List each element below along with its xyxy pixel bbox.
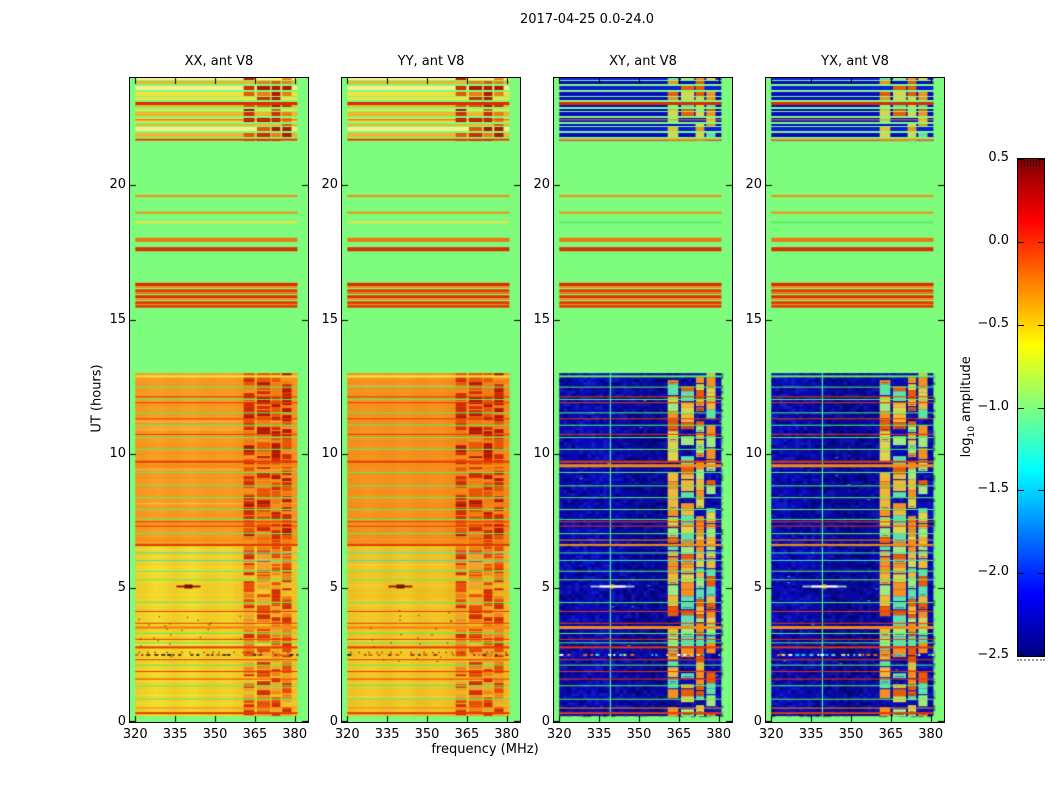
- panel-title-YX: YX, ant V8: [821, 54, 889, 69]
- colorbar-tick-mark: [1038, 324, 1044, 326]
- x-tick-label: 350: [202, 727, 228, 742]
- y-tick-label: 5: [329, 579, 338, 595]
- x-tick-label: 380: [494, 727, 520, 742]
- x-tick-label: 350: [414, 727, 440, 742]
- panel-XY: [553, 77, 733, 723]
- colorbar-underflow-dots: [1017, 659, 1045, 661]
- y-tick-label: 15: [745, 311, 762, 327]
- panel-YY: [341, 77, 521, 723]
- heatmap-XX: [130, 78, 308, 722]
- colorbar-tick-label: −1.0: [977, 398, 1009, 414]
- x-tick-label: 335: [798, 727, 824, 742]
- panel-title-YY: YY, ant V8: [397, 54, 465, 69]
- x-tick-label: 380: [282, 727, 308, 742]
- x-tick-label: 320: [546, 727, 572, 742]
- heatmap-XY: [554, 78, 732, 722]
- panel-YX: [765, 77, 945, 723]
- colorbar-overflow-hatch: [1021, 160, 1041, 167]
- colorbar-tick-label: −0.5: [977, 315, 1009, 331]
- heatmap-YX: [766, 78, 944, 722]
- y-tick-label: 10: [533, 445, 550, 461]
- colorbar-tick-label: −2.5: [977, 647, 1009, 662]
- y-tick-label: 5: [753, 579, 762, 595]
- colorbar-tick-label: −1.5: [977, 481, 1009, 497]
- colorbar-tick-mark: [1038, 159, 1044, 160]
- colorbar-tick-mark: [1038, 241, 1044, 243]
- panel-XX: [129, 77, 309, 723]
- x-tick-label: 335: [374, 727, 400, 742]
- y-tick-label: 0: [541, 714, 550, 729]
- x-tick-label: 350: [626, 727, 652, 742]
- y-tick-label: 5: [541, 579, 550, 595]
- colorbar: [1017, 158, 1045, 657]
- colorbar-label-subscript: 10: [966, 426, 977, 438]
- y-tick-label: 15: [321, 311, 338, 327]
- x-tick-label: 380: [918, 727, 944, 742]
- colorbar-tick-mark: [1018, 490, 1024, 492]
- y-tick-label: 10: [109, 445, 126, 461]
- colorbar-tick-mark: [1018, 241, 1024, 243]
- colorbar-label-text: log: [959, 437, 975, 458]
- y-tick-label: 20: [745, 177, 762, 193]
- colorbar-tick-mark: [1038, 655, 1044, 656]
- panel-title-XY: XY, ant V8: [609, 54, 677, 69]
- y-axis-label: UT (hours): [89, 364, 105, 433]
- x-tick-label: 365: [666, 727, 692, 742]
- x-tick-label: 365: [242, 727, 268, 742]
- x-tick-label: 365: [878, 727, 904, 742]
- y-tick-label: 20: [109, 177, 126, 193]
- x-tick-label: 350: [838, 727, 864, 742]
- y-tick-label: 10: [745, 445, 762, 461]
- colorbar-label-text2: amplitude: [959, 356, 975, 427]
- colorbar-tick-mark: [1038, 490, 1044, 492]
- y-tick-label: 20: [321, 177, 338, 193]
- colorbar-tick-label: 0.5: [988, 150, 1009, 165]
- colorbar-tick-mark: [1018, 159, 1024, 160]
- x-tick-label: 320: [122, 727, 148, 742]
- x-tick-label: 335: [586, 727, 612, 742]
- x-tick-label: 380: [706, 727, 732, 742]
- y-tick-label: 15: [533, 311, 550, 327]
- colorbar-tick-label: 0.0: [988, 232, 1009, 248]
- colorbar-tick-mark: [1018, 573, 1024, 575]
- colorbar-tick-mark: [1038, 407, 1044, 409]
- heatmap-YY: [342, 78, 520, 722]
- y-tick-label: 0: [753, 714, 762, 729]
- y-tick-label: 5: [117, 579, 126, 595]
- y-tick-label: 15: [109, 311, 126, 327]
- colorbar-tick-mark: [1038, 573, 1044, 575]
- colorbar-tick-mark: [1018, 407, 1024, 409]
- x-tick-label: 335: [162, 727, 188, 742]
- x-tick-label: 320: [334, 727, 360, 742]
- x-tick-label: 320: [758, 727, 784, 742]
- x-tick-label: 365: [454, 727, 480, 742]
- figure-title: 2017-04-25 0.0-24.0: [520, 12, 654, 27]
- y-tick-label: 10: [321, 445, 338, 461]
- y-tick-label: 0: [329, 714, 338, 729]
- colorbar-tick-label: −2.0: [977, 564, 1009, 580]
- colorbar-tick-mark: [1018, 324, 1024, 326]
- y-tick-label: 20: [533, 177, 550, 193]
- x-axis-label: frequency (MHz): [431, 742, 539, 757]
- colorbar-tick-mark: [1018, 655, 1024, 656]
- y-tick-label: 0: [117, 714, 126, 729]
- panel-title-XX: XX, ant V8: [184, 54, 254, 69]
